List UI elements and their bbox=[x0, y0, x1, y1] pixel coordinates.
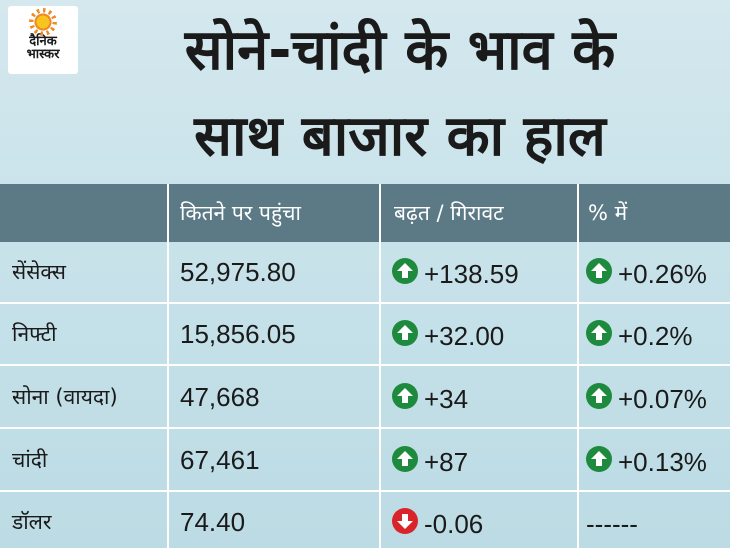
up-arrow-icon bbox=[586, 383, 612, 410]
table-row: डॉलर 74.40 -0.06 ------ bbox=[0, 492, 730, 548]
up-arrow-icon bbox=[392, 258, 418, 285]
row-name: निफ्टी bbox=[12, 322, 57, 346]
row-divider bbox=[0, 302, 730, 304]
up-arrow-icon bbox=[392, 383, 418, 410]
row-percent: ------ bbox=[586, 492, 638, 548]
row-percent: +0.13% bbox=[586, 430, 707, 490]
row-change: +32.00 bbox=[392, 304, 504, 364]
title-line2: साथ बाजार का हाल bbox=[194, 104, 606, 169]
header-col-change: बढ़त / गिरावट bbox=[394, 201, 504, 225]
up-arrow-icon bbox=[392, 446, 418, 473]
percent-value: +0.2% bbox=[618, 321, 693, 352]
sun-icon bbox=[33, 12, 53, 32]
table-row: चांदी 67,461 +87 +0.13% bbox=[0, 430, 730, 490]
row-value: 74.40 bbox=[180, 507, 246, 537]
column-divider bbox=[577, 184, 579, 548]
percent-value: +0.07% bbox=[618, 384, 707, 415]
change-value: +32.00 bbox=[424, 321, 505, 352]
table-row: सेंसेक्स 52,975.80 +138.59 +0.26% bbox=[0, 242, 730, 302]
page-title: सोने-चांदी के भाव के साथ बाजार का हाल bbox=[90, 8, 710, 180]
brand-logo: दैनिक भास्कर bbox=[8, 6, 78, 74]
title-line1: सोने-चांदी के भाव के bbox=[184, 18, 616, 83]
row-value: 47,668 bbox=[180, 382, 260, 412]
row-divider bbox=[0, 490, 730, 492]
column-divider bbox=[379, 184, 381, 548]
row-divider bbox=[0, 364, 730, 366]
percent-value: +0.13% bbox=[618, 447, 707, 478]
row-name: डॉलर bbox=[12, 510, 52, 534]
row-divider bbox=[0, 427, 730, 429]
table-row: निफ्टी 15,856.05 +32.00 +0.2% bbox=[0, 304, 730, 364]
row-percent: +0.07% bbox=[586, 367, 707, 427]
up-arrow-icon bbox=[586, 258, 612, 285]
up-arrow-icon bbox=[392, 320, 418, 347]
table-header: कितने पर पहुंचा बढ़त / गिरावट % में bbox=[0, 184, 730, 242]
up-arrow-icon bbox=[586, 446, 612, 473]
row-value: 15,856.05 bbox=[180, 319, 296, 349]
header-col-percent: % में bbox=[588, 201, 628, 225]
brand-line2: भास्कर bbox=[26, 47, 60, 62]
header-col-value: कितने पर पहुंचा bbox=[180, 201, 301, 225]
change-value: +138.59 bbox=[424, 259, 519, 290]
down-arrow-icon bbox=[392, 508, 418, 535]
row-percent: +0.2% bbox=[586, 304, 692, 364]
row-name: चांदी bbox=[12, 448, 48, 472]
percent-value: +0.26% bbox=[618, 259, 707, 290]
table-row: सोना (वायदा) 47,668 +34 +0.07% bbox=[0, 367, 730, 427]
change-value: +87 bbox=[424, 447, 469, 478]
row-value: 52,975.80 bbox=[180, 257, 296, 287]
row-name: सेंसेक्स bbox=[12, 260, 66, 284]
row-change: +34 bbox=[392, 367, 468, 427]
brand-line1: दैनिक bbox=[29, 34, 57, 49]
row-value: 67,461 bbox=[180, 445, 260, 475]
percent-value: ------ bbox=[586, 509, 638, 540]
column-divider bbox=[167, 184, 169, 548]
row-name: सोना (वायदा) bbox=[12, 385, 118, 409]
row-percent: +0.26% bbox=[586, 242, 707, 302]
market-table: कितने पर पहुंचा बढ़त / गिरावट % में सेंस… bbox=[0, 184, 730, 548]
up-arrow-icon bbox=[586, 320, 612, 347]
change-value: -0.06 bbox=[424, 509, 484, 540]
change-value: +34 bbox=[424, 384, 469, 415]
row-change: +87 bbox=[392, 430, 468, 490]
row-change: +138.59 bbox=[392, 242, 519, 302]
row-change: -0.06 bbox=[392, 492, 483, 548]
